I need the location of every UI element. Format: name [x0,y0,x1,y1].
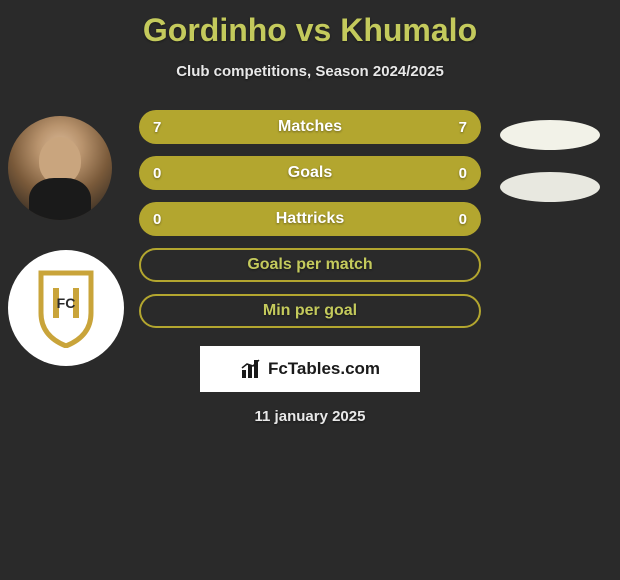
stat-value-right: 0 [459,165,467,182]
stat-row-matches: 7 Matches 7 [139,110,481,144]
stat-row-goals: 0 Goals 0 [139,156,481,190]
stat-value-right: 0 [459,211,467,228]
stat-value-left: 7 [153,119,161,136]
site-logo: FcTables.com [200,346,420,392]
svg-text:FC: FC [57,295,76,311]
stat-row-goals-per-match: Goals per match [139,248,481,282]
stat-label: Hattricks [276,210,344,228]
comparison-content: FC 7 Matches 7 0 Goals 0 0 Hattricks 0 Goals per … [0,110,620,425]
right-column [500,110,600,222]
stat-value-right: 7 [459,119,467,136]
club-shield-icon: FC [31,268,101,348]
stat-value-left: 0 [153,165,161,182]
stat-row-hattricks: 0 Hattricks 0 [139,202,481,236]
stat-label: Goals per match [247,256,372,274]
player1-photo [8,116,112,220]
chart-icon [240,358,262,380]
page-title: Gordinho vs Khumalo [0,0,620,49]
player2-club-badge [500,172,600,202]
player1-club-badge: FC [8,250,124,366]
subtitle: Club competitions, Season 2024/2025 [0,63,620,80]
stat-label: Matches [278,118,342,136]
stat-bars: 7 Matches 7 0 Goals 0 0 Hattricks 0 Goals per mat… [139,110,481,328]
stat-label: Goals [288,164,332,182]
stat-row-min-per-goal: Min per goal [139,294,481,328]
date-label: 11 january 2025 [0,408,620,425]
site-logo-text: FcTables.com [268,359,380,379]
stat-label: Min per goal [263,302,357,320]
left-column: FC [8,110,124,366]
player2-photo [500,120,600,150]
stat-value-left: 0 [153,211,161,228]
